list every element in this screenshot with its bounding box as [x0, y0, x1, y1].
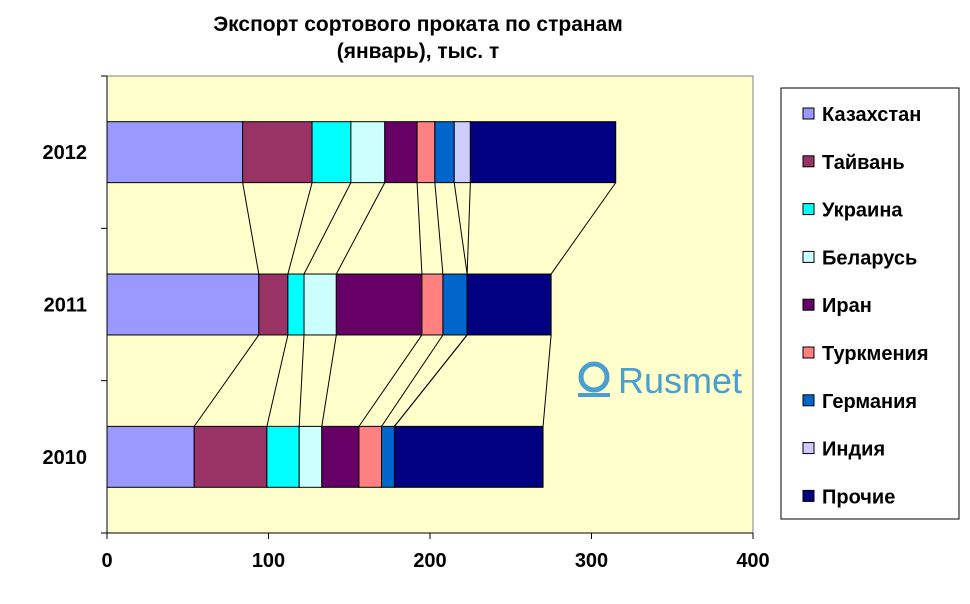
legend-label: Туркмения [822, 343, 929, 365]
connector-lines [193, 182, 617, 427]
bar-2012-Украина [311, 121, 352, 184]
legend-swatch [802, 442, 815, 455]
bar-2011-Украина [287, 273, 305, 336]
bar-2010-Украина [266, 425, 300, 488]
legend-swatch [802, 155, 815, 168]
bar-2011-Иран [335, 273, 423, 336]
legend-swatch [802, 203, 815, 216]
connector-line [394, 334, 468, 427]
y-axis-ticks: 2012 2011 2010 [43, 75, 107, 534]
bar-2010-Беларусь [298, 425, 323, 488]
connector-line [193, 334, 260, 427]
connector-line [298, 334, 305, 427]
legend-label: Иран [822, 295, 872, 317]
legend-label: Беларусь [822, 247, 917, 269]
legend-label: Германия [822, 391, 917, 413]
rusmet-logo-base [578, 393, 610, 397]
connector-line [466, 182, 471, 275]
bars-group [106, 121, 617, 488]
connector-line [453, 182, 468, 275]
connector-line [335, 182, 386, 275]
legend-swatch [802, 250, 815, 263]
x-tick-label: 400 [736, 550, 769, 572]
bar-2011-Прочие [466, 273, 552, 336]
bar-2011-Туркмения [421, 273, 444, 336]
legend-swatch [802, 298, 815, 311]
connector-line [416, 182, 423, 275]
legend-swatch [802, 107, 815, 120]
bar-2012-Тайвань [242, 121, 313, 184]
legend-label: Индия [822, 439, 885, 461]
connector-line [266, 334, 289, 427]
y-tick-label: 2011 [44, 295, 87, 317]
rusmet-logo-icon [578, 361, 610, 393]
y-tick-label: 2010 [43, 447, 88, 469]
legend-label: Казахстан [822, 104, 921, 126]
bar-2012-Индия [453, 121, 471, 184]
x-axis-ticks: 0 100 200 300 400 [101, 533, 770, 572]
connector-line [321, 334, 337, 427]
bar-2011-Казахстан [106, 273, 260, 336]
connector-line [242, 182, 260, 275]
legend-swatch [802, 489, 815, 502]
legend-swatch [802, 394, 815, 407]
bar-2010-Туркмения [358, 425, 383, 488]
chart-title-line-2: (январь), тыс. т [337, 40, 500, 63]
bar-2010-Прочие [393, 425, 544, 488]
chart-title-line-1: Экспорт сортового проката по странам [213, 13, 623, 36]
y-tick-label: 2012 [43, 142, 88, 164]
bar-2012-Казахстан [106, 121, 244, 184]
bar-2012-Германия [434, 121, 455, 184]
bar-2011-Беларусь [303, 273, 337, 336]
connector-line [434, 182, 444, 275]
connector-line [303, 182, 352, 275]
x-tick-label: 300 [575, 550, 608, 572]
bar-2010-Казахстан [106, 425, 195, 488]
bar-2011-Тайвань [258, 273, 289, 336]
connector-line [358, 334, 423, 427]
x-tick-label: 0 [101, 550, 112, 572]
connector-line [542, 334, 552, 427]
x-tick-label: 200 [413, 550, 446, 572]
rusmet-logo-text: Rusmet [618, 360, 742, 401]
bar-2010-Тайвань [193, 425, 268, 488]
bar-2011-Германия [442, 273, 468, 336]
rusmet-logo: Rusmet [578, 360, 742, 401]
x-tick-label: 100 [252, 550, 285, 572]
legend-swatch [802, 346, 815, 359]
bar-2012-Иран [384, 121, 418, 184]
bar-2010-Германия [381, 425, 395, 488]
bar-2010-Иран [321, 425, 360, 488]
legend-label: Тайвань [822, 152, 905, 174]
connector-line [550, 182, 617, 275]
legend-label: Прочие [822, 486, 895, 508]
bar-2012-Прочие [469, 121, 617, 184]
legend-label: Украина [822, 200, 903, 222]
connector-line [381, 334, 444, 427]
bar-2012-Беларусь [350, 121, 386, 184]
bar-2012-Туркмения [416, 121, 436, 184]
connector-line [287, 182, 313, 275]
legend-items: Казахстан Тайвань Украина Беларусь Иран Туркм… [802, 104, 929, 508]
